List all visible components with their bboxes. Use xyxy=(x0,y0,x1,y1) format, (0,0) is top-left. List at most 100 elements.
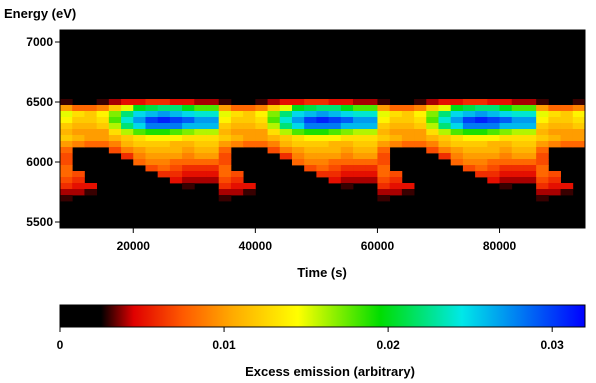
heatmap-cell xyxy=(328,111,342,118)
heatmap-cell xyxy=(340,117,354,124)
heatmap-cell xyxy=(401,105,415,112)
heatmap-cell xyxy=(377,105,391,112)
heatmap-cell xyxy=(304,147,317,154)
heatmap-cell xyxy=(401,123,415,130)
heatmap-cell xyxy=(304,105,317,112)
heatmap-cell xyxy=(316,129,330,136)
heatmap-cell xyxy=(194,141,207,148)
heatmap-cell xyxy=(475,159,488,166)
heatmap-cell xyxy=(316,105,330,112)
heatmap-cell xyxy=(353,123,366,130)
plot-frame xyxy=(59,29,586,229)
heatmap-cell xyxy=(304,111,317,118)
heatmap-cell xyxy=(145,153,159,160)
heatmap-cell xyxy=(218,159,232,166)
heatmap-cell xyxy=(145,105,159,112)
heatmap-cell xyxy=(536,183,549,190)
heatmap-cell xyxy=(194,129,207,136)
heatmap-cell xyxy=(475,147,488,154)
heatmap-cell xyxy=(523,177,537,184)
heatmap-cell xyxy=(72,117,85,124)
heatmap-cell xyxy=(450,117,464,124)
heatmap-cell xyxy=(206,105,220,112)
heatmap-cell xyxy=(365,171,378,178)
heatmap-cell xyxy=(255,111,268,118)
heatmap-cell xyxy=(499,135,513,142)
heatmap-cell xyxy=(133,141,146,148)
heatmap-cell xyxy=(401,135,415,142)
heatmap-cell xyxy=(218,123,232,130)
colorbar-label: Excess emission (arbitrary) xyxy=(245,364,415,379)
heatmap-cell xyxy=(475,153,488,160)
heatmap-cell xyxy=(328,171,342,178)
heatmap-cell xyxy=(218,117,232,124)
heatmap-cell xyxy=(365,177,378,184)
heatmap-cell xyxy=(60,183,73,190)
heatmap-cell xyxy=(60,177,73,184)
heatmap-cell xyxy=(462,147,476,154)
heatmap-cell xyxy=(377,165,391,172)
heatmap-cell xyxy=(279,99,293,106)
heatmap-cell xyxy=(121,153,134,160)
heatmap-cell xyxy=(316,171,330,178)
heatmap-cell xyxy=(60,195,73,202)
heatmap-cell xyxy=(182,141,195,148)
heatmap-cell xyxy=(328,129,342,136)
colorbar-gradient xyxy=(59,304,586,328)
heatmap-cell xyxy=(487,171,500,178)
heatmap-cell xyxy=(243,189,256,196)
heatmap-cell xyxy=(218,105,232,112)
heatmap-cell xyxy=(487,105,500,112)
heatmap-cell xyxy=(511,171,525,178)
heatmap-cell xyxy=(450,141,464,148)
heatmap-cell xyxy=(182,171,195,178)
heatmap-cell xyxy=(169,165,183,172)
heatmap-cell xyxy=(218,141,232,148)
heatmap-cell xyxy=(243,129,256,136)
heatmap-cell xyxy=(401,117,415,124)
heatmap-cell xyxy=(169,105,183,112)
heatmap-cell xyxy=(389,129,403,136)
heatmap-cell xyxy=(218,189,232,196)
heatmap-cell xyxy=(60,141,73,148)
heatmap-cell xyxy=(169,159,183,166)
heatmap-cell xyxy=(462,135,476,142)
heatmap-cell xyxy=(108,111,122,118)
heatmap-cell xyxy=(426,117,439,124)
heatmap-cell xyxy=(316,135,330,142)
heatmap-cell xyxy=(340,153,354,160)
y-tick-label: 6000 xyxy=(26,155,53,169)
heatmap-cell xyxy=(304,129,317,136)
heatmap-cell xyxy=(230,189,244,196)
heatmap-cell xyxy=(304,135,317,142)
heatmap-cell xyxy=(206,177,220,184)
heatmap-cell xyxy=(304,159,317,166)
heatmap-cell xyxy=(340,183,354,190)
heatmap-cell xyxy=(206,141,220,148)
heatmap-cell xyxy=(304,141,317,148)
heatmap-cell xyxy=(230,105,244,112)
heatmap-cell xyxy=(572,99,586,106)
heatmap-cell xyxy=(230,135,244,142)
heatmap-cell xyxy=(145,141,159,148)
heatmap-cell xyxy=(243,117,256,124)
heatmap-cell xyxy=(536,129,549,136)
heatmap-cell xyxy=(377,183,391,190)
heatmap-cell xyxy=(267,147,281,154)
heatmap-cell xyxy=(243,105,256,112)
heatmap-cell xyxy=(279,147,293,154)
heatmap-cell xyxy=(230,111,244,118)
heatmap-cell xyxy=(328,147,342,154)
heatmap-cell xyxy=(560,141,574,148)
heatmap-cell xyxy=(340,123,354,130)
heatmap-cell xyxy=(291,117,305,124)
heatmap-cell xyxy=(450,153,464,160)
heatmap-cell xyxy=(157,111,171,118)
heatmap-cell xyxy=(377,171,391,178)
heatmap-cell xyxy=(548,129,561,136)
heatmap-cell xyxy=(316,111,330,118)
heatmap-cell xyxy=(340,111,354,118)
heatmap-cell xyxy=(389,177,403,184)
heatmap-cell xyxy=(96,117,110,124)
heatmap-cell xyxy=(450,111,464,118)
